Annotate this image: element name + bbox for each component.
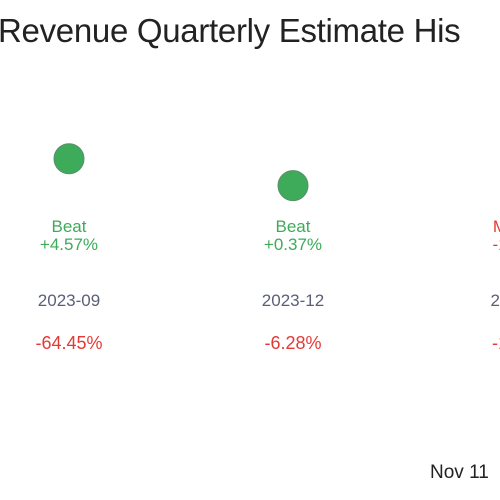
result-label: M <box>493 217 500 236</box>
surprise-label: +4.57% <box>40 235 98 254</box>
result-label: Beat <box>276 217 311 236</box>
change-label: -64.45% <box>35 333 102 353</box>
surprise-point <box>277 170 309 202</box>
period-label: 2023-12 <box>262 291 324 310</box>
surprise-label: -1 <box>492 235 500 254</box>
period-label: 20 <box>491 291 500 310</box>
surprise-label: +0.37% <box>264 235 322 254</box>
period-label: 2023-09 <box>38 291 100 310</box>
result-label: Beat <box>52 217 87 236</box>
change-label: -6.28% <box>264 333 321 353</box>
date-stamp: Nov 11 <box>430 462 489 483</box>
change-label: -1 <box>492 333 500 353</box>
chart-title: Revenue Quarterly Estimate His <box>0 12 461 49</box>
surprise-point <box>53 143 85 175</box>
